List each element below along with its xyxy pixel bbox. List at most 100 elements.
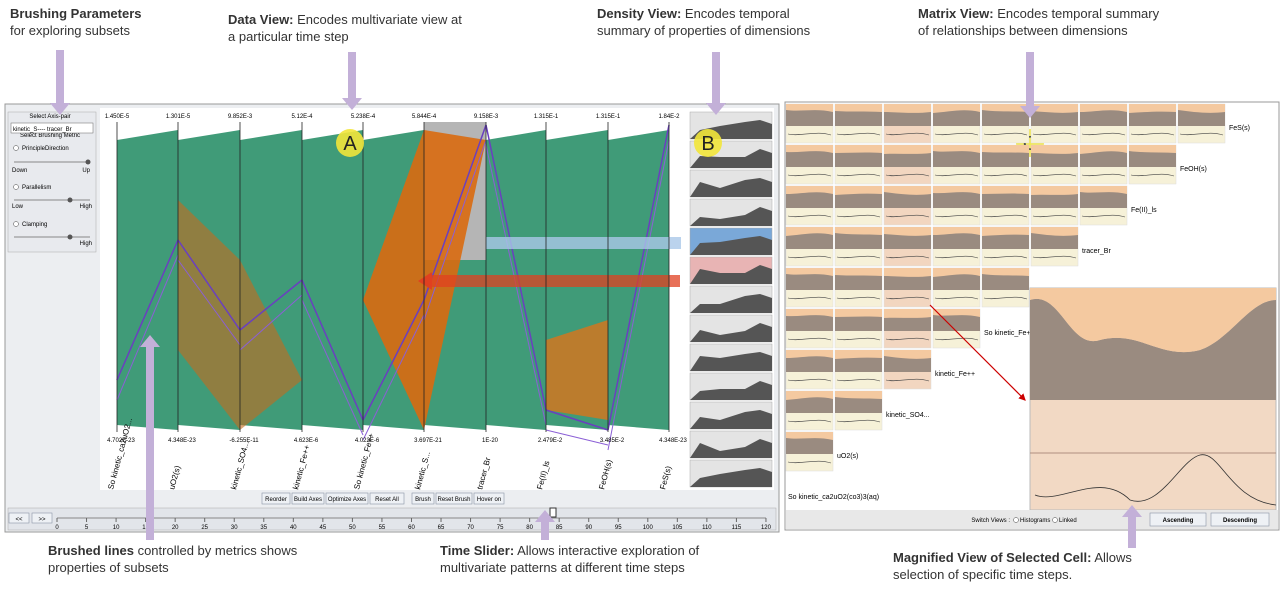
brushed-line (239, 294, 303, 351)
radio[interactable] (1013, 517, 1019, 523)
label: 0 (55, 525, 59, 531)
matrix-line (836, 296, 881, 300)
button[interactable] (291, 492, 325, 505)
matrix-area (1080, 110, 1127, 126)
label: 1.450E-5 (105, 114, 130, 120)
matrix-area (933, 151, 980, 167)
label: FeOH(s) (1180, 166, 1207, 173)
button[interactable] (31, 512, 53, 524)
matrix-area (835, 152, 882, 167)
matrix-line (1130, 173, 1175, 177)
matrix-line (934, 255, 979, 259)
matrix-area (933, 233, 980, 249)
label: PrincipleDirection (22, 146, 69, 152)
label: Optimize Axes (328, 497, 366, 503)
matrix-area (982, 234, 1029, 249)
brushed-line (362, 299, 425, 421)
matrix-line (787, 460, 832, 464)
matrix-line (1081, 214, 1126, 218)
label: A (343, 133, 357, 155)
label: Reorder (265, 497, 287, 503)
radio[interactable] (13, 221, 19, 227)
matrix-line (934, 132, 979, 136)
matrix-area (933, 110, 980, 126)
button[interactable] (261, 492, 291, 505)
label: Select Axis-pair (29, 114, 70, 120)
button[interactable] (8, 512, 30, 524)
matrix-line (885, 132, 930, 136)
callout-arrow (140, 335, 160, 540)
callout-arrow (1020, 52, 1040, 118)
button[interactable] (435, 492, 473, 505)
button[interactable] (325, 492, 369, 505)
label: B (701, 133, 714, 155)
label: 4.022E-6 (355, 438, 380, 444)
slider-knob[interactable] (67, 234, 73, 240)
matrix-area (786, 397, 833, 413)
label: 85 (556, 525, 563, 531)
brushed-line (485, 124, 547, 411)
label: a particular time step (228, 29, 349, 44)
label: Linked (1059, 518, 1077, 524)
brushed-line (362, 314, 425, 441)
matrix-area (1031, 233, 1078, 249)
matrix-line (983, 255, 1028, 259)
matrix-line (885, 214, 930, 218)
matrix-area (1129, 111, 1176, 126)
label: Descending (1223, 518, 1257, 524)
highlight-arrow (418, 272, 432, 290)
radio[interactable] (13, 184, 19, 190)
density-area (690, 178, 772, 197)
slider-knob[interactable] (85, 159, 91, 165)
button[interactable] (369, 492, 405, 505)
slider-handle[interactable] (549, 507, 557, 518)
axis-pair-select[interactable] (10, 122, 94, 134)
label: << (15, 517, 23, 523)
density-area (690, 352, 772, 371)
radio[interactable] (1052, 517, 1058, 523)
label: 5.238E-4 (351, 114, 376, 120)
matrix-line (787, 173, 832, 177)
label: Histograms (1020, 518, 1050, 524)
density-area (690, 265, 772, 284)
label: summary of properties of dimensions (597, 23, 811, 38)
annotation: Matrix View: Encodes temporal summary (918, 6, 1160, 21)
matrix-area (884, 356, 931, 372)
annotation-title: Data View: (228, 12, 294, 27)
matrix-line (787, 378, 832, 382)
label: 1.84E-2 (658, 114, 680, 120)
slider-knob[interactable] (67, 197, 73, 203)
label: 115 (732, 525, 742, 531)
button[interactable] (473, 492, 505, 505)
matrix-line (983, 132, 1028, 136)
label: Select Brushing Metric (20, 133, 80, 139)
button[interactable] (411, 492, 435, 505)
label: 45 (320, 525, 327, 531)
label: 20 (172, 525, 179, 531)
label: Fe(II)_ls (1131, 207, 1157, 214)
button[interactable] (1149, 512, 1207, 527)
label: 1.315E-1 (596, 114, 621, 120)
matrix-area (835, 357, 882, 372)
matrix-line (787, 296, 832, 300)
matrix-area (835, 316, 882, 331)
label: of relationships between dimensions (918, 23, 1128, 38)
label: 2.479E-2 (538, 438, 563, 444)
radio[interactable] (13, 145, 19, 151)
matrix-line (787, 132, 832, 136)
label: Reset All (375, 497, 399, 503)
matrix-line (1081, 132, 1126, 136)
marker-circle (694, 129, 722, 157)
button[interactable] (1210, 512, 1270, 527)
annotation-title: Matrix View: (918, 6, 994, 21)
label: 5.12E-4 (291, 114, 313, 120)
density-area (690, 410, 772, 429)
matrix-area (933, 315, 980, 331)
label: 75 (497, 525, 504, 531)
label: 100 (643, 525, 654, 531)
density-area (690, 439, 772, 458)
matrix-area (835, 111, 882, 126)
label: selection of specific time steps. (893, 567, 1072, 582)
callout-arrow (50, 50, 70, 115)
label: Low (12, 204, 24, 210)
